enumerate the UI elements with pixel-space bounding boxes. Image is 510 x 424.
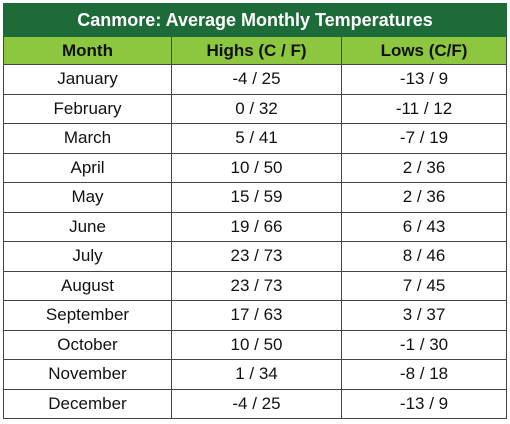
highs-cell: -4 / 25 bbox=[171, 64, 342, 95]
lows-cell: -1 / 30 bbox=[340, 329, 508, 360]
table-row: October 10 / 50 -1 / 30 bbox=[3, 329, 508, 360]
month-cell: June bbox=[3, 211, 172, 242]
table-row: May 15 / 59 2 / 36 bbox=[3, 182, 508, 213]
highs-cell: 19 / 66 bbox=[171, 211, 342, 242]
month-cell: December bbox=[3, 388, 172, 419]
lows-cell: 8 / 46 bbox=[340, 241, 508, 272]
table-row: January -4 / 25 -13 / 9 bbox=[3, 64, 508, 95]
lows-cell: 2 / 36 bbox=[340, 182, 508, 213]
highs-cell: 23 / 73 bbox=[171, 241, 342, 272]
table-row: July 23 / 73 8 / 46 bbox=[3, 241, 508, 272]
lows-cell: -11 / 12 bbox=[340, 93, 508, 124]
table-title: Canmore: Average Monthly Temperatures bbox=[2, 3, 508, 37]
lows-cell: -13 / 9 bbox=[340, 64, 508, 95]
highs-cell: 0 / 32 bbox=[171, 93, 342, 124]
temperature-table: Canmore: Average Monthly Temperatures Mo… bbox=[2, 3, 508, 419]
month-cell: November bbox=[3, 359, 172, 390]
table-row: December -4 / 25 -13 / 9 bbox=[3, 388, 508, 419]
highs-cell: 17 / 63 bbox=[171, 300, 342, 331]
highs-cell: -4 / 25 bbox=[171, 388, 342, 419]
lows-cell: 2 / 36 bbox=[340, 152, 508, 183]
month-cell: July bbox=[3, 241, 172, 272]
header-row: Month Highs (C / F) Lows (C/F) bbox=[3, 36, 508, 65]
lows-cell: -8 / 18 bbox=[340, 359, 508, 390]
lows-cell: -7 / 19 bbox=[340, 123, 508, 154]
month-cell: October bbox=[3, 329, 172, 360]
month-cell: September bbox=[3, 300, 172, 331]
lows-cell: 7 / 45 bbox=[340, 270, 508, 301]
table-row: April 10 / 50 2 / 36 bbox=[3, 152, 508, 183]
month-cell: March bbox=[3, 123, 172, 154]
lows-cell: 6 / 43 bbox=[340, 211, 508, 242]
table-body: January -4 / 25 -13 / 9 February 0 / 32 … bbox=[3, 64, 508, 419]
month-cell: August bbox=[3, 270, 172, 301]
month-cell: January bbox=[3, 64, 172, 95]
table-row: June 19 / 66 6 / 43 bbox=[3, 211, 508, 242]
highs-cell: 1 / 34 bbox=[171, 359, 342, 390]
highs-cell: 15 / 59 bbox=[171, 182, 342, 213]
table-row: February 0 / 32 -11 / 12 bbox=[3, 93, 508, 124]
highs-cell: 5 / 41 bbox=[171, 123, 342, 154]
highs-cell: 10 / 50 bbox=[171, 329, 342, 360]
month-cell: May bbox=[3, 182, 172, 213]
temperature-table-container: Canmore: Average Monthly Temperatures Mo… bbox=[2, 3, 508, 419]
highs-cell: 23 / 73 bbox=[171, 270, 342, 301]
table-row: September 17 / 63 3 / 37 bbox=[3, 300, 508, 331]
header-highs: Highs (C / F) bbox=[171, 36, 342, 65]
lows-cell: 3 / 37 bbox=[340, 300, 508, 331]
table-row: August 23 / 73 7 / 45 bbox=[3, 270, 508, 301]
lows-cell: -13 / 9 bbox=[340, 388, 508, 419]
table-row: March 5 / 41 -7 / 19 bbox=[3, 123, 508, 154]
header-lows: Lows (C/F) bbox=[340, 36, 508, 65]
highs-cell: 10 / 50 bbox=[171, 152, 342, 183]
header-month: Month bbox=[3, 36, 172, 65]
month-cell: February bbox=[3, 93, 172, 124]
month-cell: April bbox=[3, 152, 172, 183]
table-row: November 1 / 34 -8 / 18 bbox=[3, 359, 508, 390]
